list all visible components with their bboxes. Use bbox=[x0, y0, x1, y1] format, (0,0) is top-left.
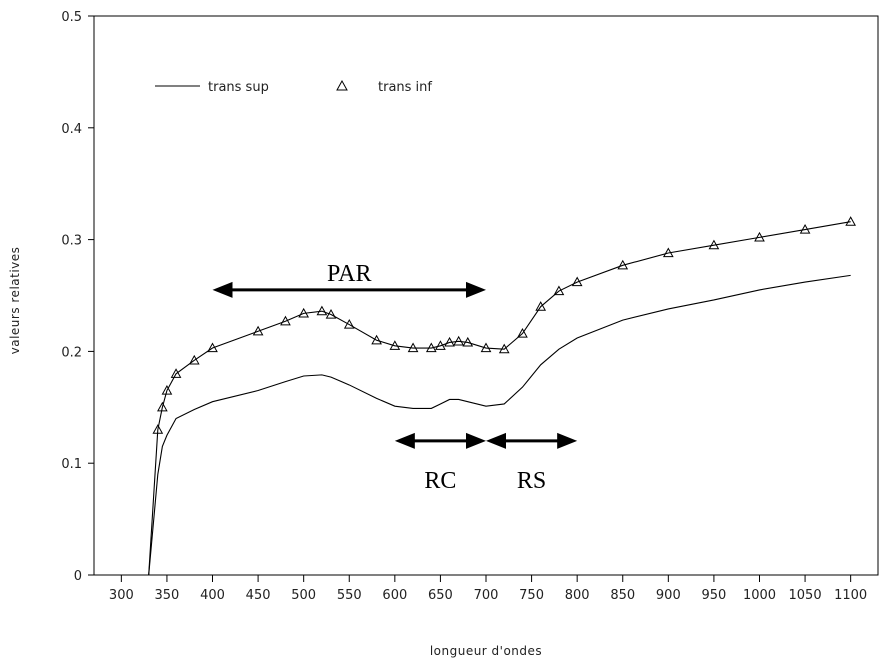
data-point bbox=[845, 216, 857, 226]
data-point bbox=[799, 224, 811, 234]
range-arrow-rs: RS bbox=[486, 432, 578, 494]
range-label: PAR bbox=[327, 261, 371, 287]
x-tick-label: 450 bbox=[246, 588, 271, 603]
x-axis-title: longueur d'ondes bbox=[430, 644, 542, 658]
data-point bbox=[188, 354, 200, 365]
data-point bbox=[252, 325, 264, 336]
x-tick-label: 900 bbox=[656, 588, 681, 603]
data-point bbox=[708, 239, 720, 250]
range-label: RS bbox=[517, 468, 546, 494]
data-point bbox=[325, 308, 337, 319]
range-arrow-rc: RC bbox=[394, 432, 486, 494]
data-point bbox=[157, 401, 168, 412]
data-point bbox=[571, 276, 583, 287]
x-tick-label: 1050 bbox=[789, 588, 822, 603]
y-tick-label: 0.3 bbox=[61, 234, 82, 249]
legend-label: trans inf bbox=[378, 80, 432, 95]
x-tick-label: 700 bbox=[474, 588, 499, 603]
x-tick-label: 650 bbox=[428, 588, 453, 603]
data-point bbox=[152, 424, 164, 434]
data-point bbox=[754, 231, 765, 242]
data-point bbox=[371, 334, 382, 345]
data-point bbox=[444, 336, 455, 347]
series-line-1 bbox=[148, 221, 851, 576]
x-tick-label: 850 bbox=[610, 588, 635, 603]
data-point bbox=[480, 342, 492, 353]
x-tick-label: 750 bbox=[519, 588, 544, 603]
data-point bbox=[517, 327, 528, 338]
arrow-head-right bbox=[557, 432, 578, 449]
y-tick-label: 0.4 bbox=[61, 122, 82, 137]
y-tick-label: 0 bbox=[74, 569, 82, 584]
plot-frame bbox=[93, 15, 879, 576]
legend-swatch-triangle bbox=[336, 79, 348, 91]
range-label: RC bbox=[424, 468, 456, 494]
data-point bbox=[343, 319, 355, 329]
data-point bbox=[407, 342, 419, 353]
y-tick-label: 0.1 bbox=[61, 457, 82, 472]
x-tick-label: 1100 bbox=[834, 588, 867, 603]
arrow-head-left bbox=[486, 432, 506, 449]
y-axis-title: valeurs relatives bbox=[8, 247, 22, 355]
y-tick-label: 0.5 bbox=[61, 10, 82, 25]
x-tick-label: 800 bbox=[565, 588, 590, 603]
data-point bbox=[553, 285, 565, 296]
data-point bbox=[462, 336, 474, 347]
data-point bbox=[389, 340, 401, 350]
x-tick-label: 600 bbox=[382, 588, 407, 603]
data-point bbox=[617, 259, 629, 270]
data-point bbox=[453, 335, 465, 346]
data-point bbox=[207, 342, 218, 353]
data-point bbox=[435, 340, 446, 350]
data-point bbox=[316, 305, 328, 316]
data-point bbox=[161, 385, 173, 395]
y-tick-label: 0.2 bbox=[61, 345, 82, 360]
arrow-head-left bbox=[212, 281, 233, 298]
data-point bbox=[662, 247, 674, 258]
x-tick-label: 500 bbox=[291, 588, 316, 603]
x-tick-label: 1000 bbox=[743, 588, 776, 603]
data-point bbox=[498, 343, 510, 354]
x-tick-label: 950 bbox=[701, 588, 726, 603]
data-point bbox=[425, 342, 437, 353]
data-point bbox=[280, 315, 291, 326]
series-line-0 bbox=[148, 274, 851, 576]
arrow-head-left bbox=[394, 432, 415, 449]
range-arrow-par: PAR bbox=[212, 261, 486, 298]
data-point bbox=[170, 368, 182, 378]
data-point bbox=[298, 307, 310, 318]
data-point bbox=[535, 301, 547, 311]
legend-label: trans sup bbox=[208, 80, 269, 95]
x-tick-label: 550 bbox=[337, 588, 362, 603]
x-tick-label: 300 bbox=[109, 588, 134, 603]
x-tick-label: 350 bbox=[155, 588, 180, 603]
x-tick-label: 400 bbox=[200, 588, 225, 603]
arrow-head-right bbox=[466, 432, 486, 449]
arrow-head-right bbox=[466, 281, 486, 298]
